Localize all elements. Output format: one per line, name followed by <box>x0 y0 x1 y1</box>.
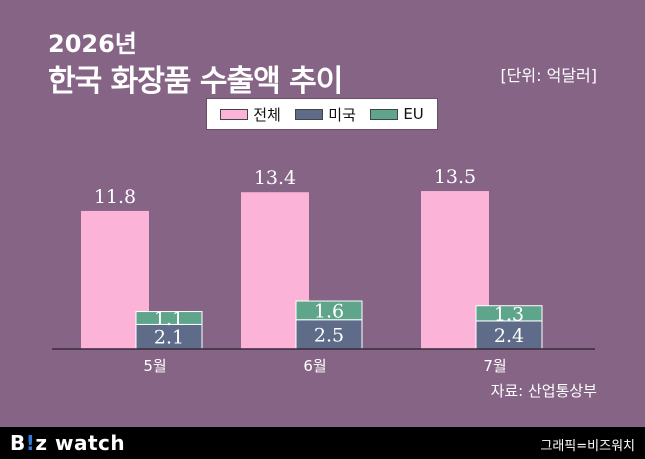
logo-prefix: B <box>10 431 26 455</box>
x-tick-label-3: 7월 <box>483 357 506 375</box>
bar-eu-3 <box>475 305 543 322</box>
legend: 전체 미국 EU <box>206 98 438 130</box>
logo-suffix: z watch <box>35 431 126 455</box>
legend-item-eu: EU <box>370 105 424 123</box>
legend-label-eu: EU <box>403 105 424 123</box>
unit-label: [단위: 억달러] <box>500 66 597 85</box>
graphic-credit: 그래픽=비즈워치 <box>540 439 635 454</box>
label-total-1: 11.8 <box>94 186 136 208</box>
legend-label-us: 미국 <box>328 105 356 124</box>
bizwatch-logo: B!z watch <box>10 431 125 455</box>
legend-swatch-us <box>295 108 324 120</box>
label-us-1: 2.1 <box>154 327 184 349</box>
footer-bar: B!z watch 그래픽=비즈워치 <box>0 427 645 459</box>
legend-item-us: 미국 <box>295 104 356 125</box>
label-us-3: 2.4 <box>494 325 524 347</box>
legend-label-total: 전체 <box>253 105 281 124</box>
label-eu-3: 1.3 <box>494 303 524 325</box>
chart-title: 한국 화장품 수출액 추이 <box>48 64 343 99</box>
source-note: 자료: 산업통상부 <box>490 382 597 400</box>
legend-swatch-eu <box>370 108 399 120</box>
label-eu-1: 1.1 <box>154 308 184 330</box>
bar-us-2 <box>295 319 363 350</box>
bar-eu-1 <box>135 311 203 325</box>
legend-item-total: 전체 <box>220 104 281 125</box>
x-tick-label-1: 5월 <box>143 357 166 375</box>
label-total-2: 13.4 <box>254 167 296 189</box>
x-tick-label-2: 6월 <box>303 357 326 375</box>
legend-swatch-total <box>220 108 249 120</box>
logo-bang: ! <box>25 431 36 455</box>
chart-year: 2026년 <box>48 30 137 58</box>
label-eu-2: 1.6 <box>314 300 344 322</box>
label-us-2: 2.5 <box>314 324 344 346</box>
bar-eu-2 <box>295 300 363 321</box>
label-total-3: 13.5 <box>434 166 476 188</box>
